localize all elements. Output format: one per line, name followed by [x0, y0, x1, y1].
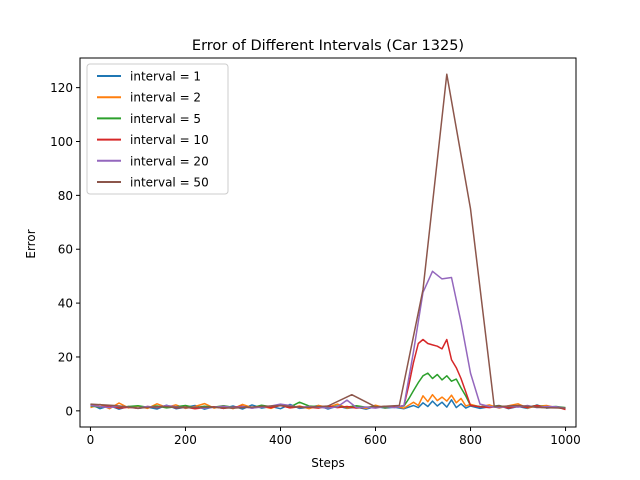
x-tick-label: 200	[174, 433, 197, 447]
plot-frame	[79, 57, 577, 428]
y-tick-label: 0	[65, 404, 73, 418]
y-tick-label: 40	[58, 297, 73, 311]
legend: interval = 1 interval = 2 interval = 5 inte…	[86, 63, 229, 195]
series-lines	[90, 73, 566, 411]
x-tick-label: 1000	[550, 433, 581, 447]
x-tick-label: 600	[364, 433, 387, 447]
legend-box	[86, 63, 229, 195]
series-line-5	[90, 270, 566, 409]
y-axis-label: Error	[24, 229, 38, 258]
legend-label: interval = 20	[130, 154, 209, 168]
x-tick-label: 800	[459, 433, 482, 447]
legend-label: interval = 10	[130, 133, 209, 147]
x-axis-label: Steps	[311, 456, 345, 470]
legend-label: interval = 50	[130, 176, 209, 190]
legend-label: interval = 5	[130, 112, 201, 126]
legend-label: interval = 1	[130, 70, 201, 84]
legend-label: interval = 2	[130, 91, 201, 105]
y-tick-label: 80	[58, 189, 73, 203]
axis-ticks: 0 200 400 600 800 1000 0 20 40 60 80 100 120	[50, 81, 581, 447]
x-tick-label: 400	[269, 433, 292, 447]
y-tick-label: 100	[50, 135, 73, 149]
y-tick-label: 60	[58, 243, 73, 257]
y-tick-label: 120	[50, 81, 73, 95]
x-tick-label: 0	[87, 433, 95, 447]
y-tick-label: 20	[58, 350, 73, 364]
chart-title: Error of Different Intervals (Car 1325)	[192, 38, 464, 54]
series-line-6	[90, 73, 566, 409]
